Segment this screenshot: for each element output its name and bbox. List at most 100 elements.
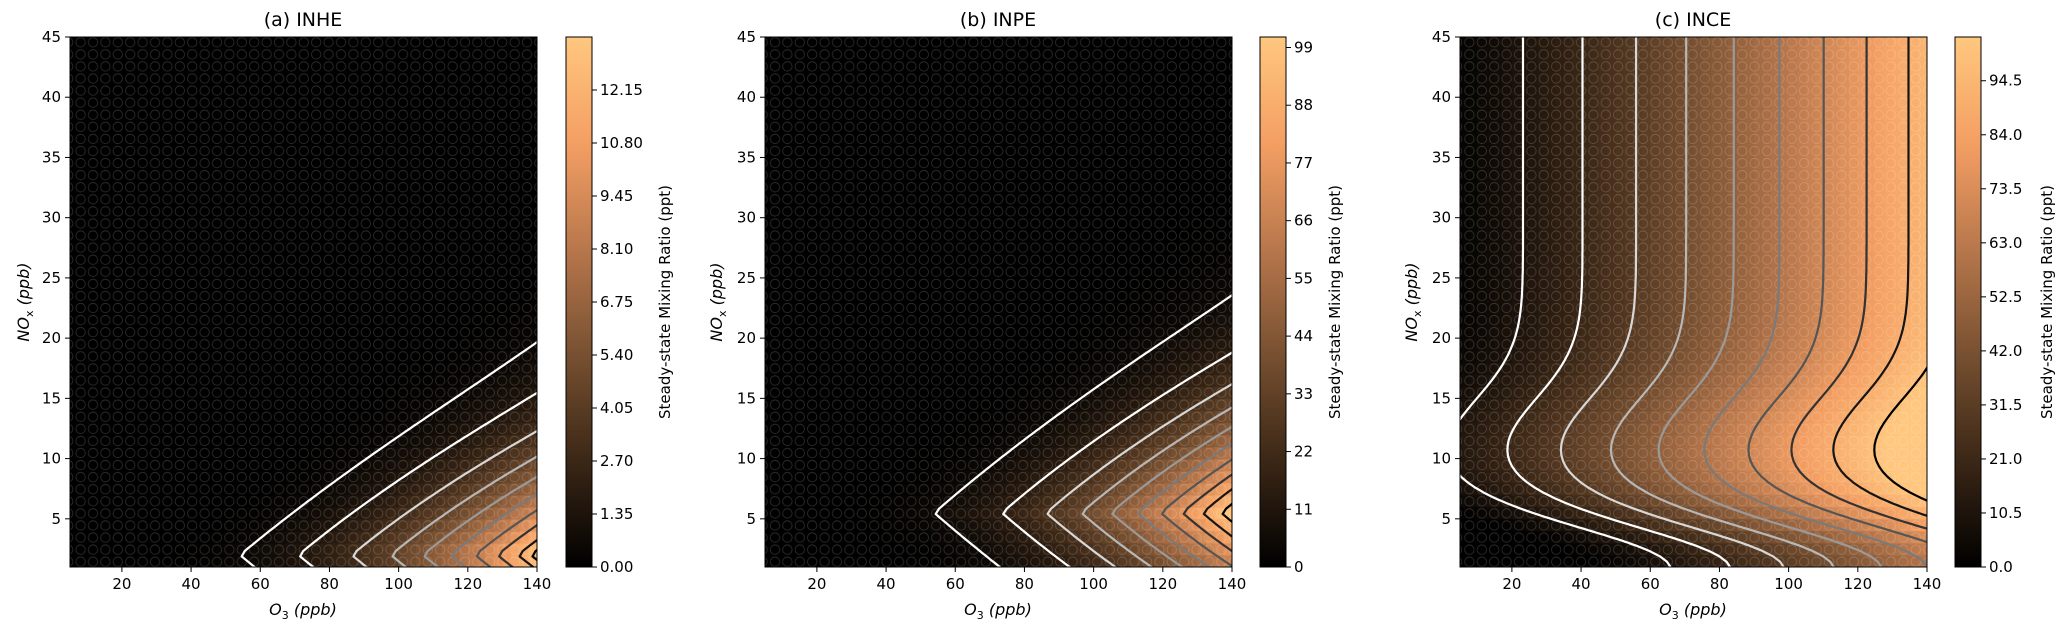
x-tick-label: 80 (320, 575, 339, 593)
y-tick-label: 25 (737, 269, 756, 287)
contour-line (475, 509, 537, 567)
panel-b-x-ticks: 20 40 60 80 100 120 140 (807, 567, 1246, 593)
y-tick-label: 35 (42, 148, 61, 166)
contour-line (934, 294, 1232, 567)
y-tick-label: 40 (42, 88, 61, 106)
contour-line (451, 493, 537, 567)
y-tick-label: 20 (42, 329, 61, 347)
colorbar-tick-label: 8.10 (600, 240, 633, 258)
panel-a-title: (a) INHE (264, 9, 343, 31)
contour-line (423, 475, 537, 567)
contour-line (518, 538, 537, 567)
x-tick-label: 20 (807, 575, 826, 593)
colorbar-tick-label: 0.00 (600, 558, 633, 576)
colorbar-tick-label: 2.70 (600, 452, 633, 470)
panel-a: (a) INHE 20 40 60 80 100 120 140 5 10 15 20 25 30 35… (14, 9, 674, 622)
panel-b-marker-grid (765, 37, 1232, 567)
y-tick-label: 5 (51, 510, 61, 528)
panel-a-colorbar-label: Steady-state Mixing Ratio (ppt) (656, 185, 674, 419)
panel-b-colorbar-ticks: 0 11 22 33 44 55 66 77 88 99 (1286, 38, 1313, 576)
panel-b-colorbar (1259, 36, 1287, 568)
contour-line (1002, 351, 1232, 567)
panel-a-colorbar-ticks: 0.00 1.35 2.70 4.05 5.40 6.75 8.10 9.45 10.80 12.… (592, 81, 643, 576)
colorbar-tick-label: 9.45 (600, 187, 633, 205)
colorbar-tick-label: 88 (1294, 96, 1313, 114)
y-tick-label: 15 (42, 389, 61, 407)
panel-b-xlabel: O3 (ppb) (964, 600, 1032, 622)
y-tick-label: 20 (737, 329, 756, 347)
y-tick-label: 45 (737, 28, 756, 46)
colorbar-tick-label: 11 (1294, 500, 1313, 518)
colorbar-tick-label: 99 (1294, 38, 1313, 56)
panel-c-title: (c) INCE (1655, 9, 1731, 31)
panel-a-x-ticks: 20 40 60 80 100 120 140 (112, 567, 551, 593)
x-tick-label: 60 (946, 575, 965, 593)
contour-line (1111, 425, 1232, 567)
colorbar-tick-label: 5.40 (600, 346, 633, 364)
colorbar-tick-label: 0 (1294, 558, 1304, 576)
panel-c: (c) INCE 20 40 60 80 100 120 140 5101520253035… (1402, 9, 2056, 622)
colorbar-tick-label: 12.15 (600, 81, 643, 99)
y-tick-label: 35 (737, 148, 756, 166)
y-tick-label: 10 (42, 450, 61, 468)
panel-a-y-ticks: 5 10 15 20 25 30 35 40 45 (42, 28, 70, 528)
colorbar-tick-label: 66 (1294, 212, 1313, 230)
y-tick-label: 5 (746, 510, 756, 528)
x-tick-label: 20 (112, 575, 131, 593)
contour-line (1182, 473, 1232, 553)
panel-b-colorbar-label: Steady-state Mixing Ratio (ppt) (1326, 185, 1344, 419)
contour-line (1202, 488, 1232, 538)
y-tick-label: 15 (737, 389, 756, 407)
y-tick-label: 30 (737, 209, 756, 227)
colorbar-tick-label: 22 (1294, 443, 1313, 461)
colorbar-tick-label: 55 (1294, 269, 1313, 287)
colorbar-tick-label: 77 (1294, 154, 1313, 172)
contour-line (1161, 458, 1232, 567)
x-tick-label: 100 (1079, 575, 1108, 593)
contour-line (1081, 406, 1232, 567)
panel-a-frame (69, 36, 538, 568)
contour-line (352, 429, 537, 567)
x-tick-label: 100 (384, 575, 413, 593)
panel-a-marker-grid (70, 37, 537, 567)
y-tick-label: 10 (737, 450, 756, 468)
y-tick-label: 25 (42, 269, 61, 287)
x-tick-label: 40 (877, 575, 896, 593)
colorbar-tick-label: 1.35 (600, 505, 633, 523)
contour-line (1137, 442, 1232, 567)
contour-line (240, 341, 537, 567)
x-tick-label: 80 (1015, 575, 1034, 593)
x-tick-label: 140 (523, 575, 552, 593)
x-tick-label: 140 (1218, 575, 1247, 593)
panel-b-title: (b) INPE (960, 9, 1036, 31)
colorbar-tick-label: 6.75 (600, 293, 633, 311)
colorbar-tick-label: 44 (1294, 327, 1313, 345)
panel-b: (b) INPE 20 40 60 80 100 120 140 5101520253035… (707, 9, 1344, 622)
colorbar-tick-label: 4.05 (600, 399, 633, 417)
panel-c-plot-area (1460, 37, 1927, 567)
contour-line (299, 391, 537, 567)
panel-a-ylabel: NOx (ppb) (14, 262, 36, 341)
y-tick-label: 30 (42, 209, 61, 227)
panel-a-contours (240, 341, 537, 567)
contour-line (1046, 383, 1232, 567)
contour-line (531, 548, 537, 562)
panel-a-plot-area (70, 37, 537, 567)
panel-b-contours (934, 294, 1232, 567)
colorbar-tick-label: 10.80 (600, 134, 643, 152)
x-tick-label: 60 (251, 575, 270, 593)
contour-line (1221, 502, 1232, 523)
panel-b-ylabel: NOx (ppb) (707, 262, 729, 341)
y-tick-label: 45 (42, 28, 61, 46)
contour-line (391, 455, 537, 567)
panel-a-xlabel: O3 (ppb) (269, 600, 337, 622)
panel-b-plot-area (765, 37, 1232, 567)
panel-b-frame (764, 36, 1233, 568)
colorbar-tick-label: 33 (1294, 385, 1313, 403)
x-tick-label: 120 (453, 575, 482, 593)
panel-a-colorbar (565, 36, 593, 568)
x-tick-label: 40 (182, 575, 201, 593)
panel-b-y-ticks: 5 10 15 20 25 30 35 40 45 (737, 28, 765, 528)
y-tick-label: 40 (737, 88, 756, 106)
